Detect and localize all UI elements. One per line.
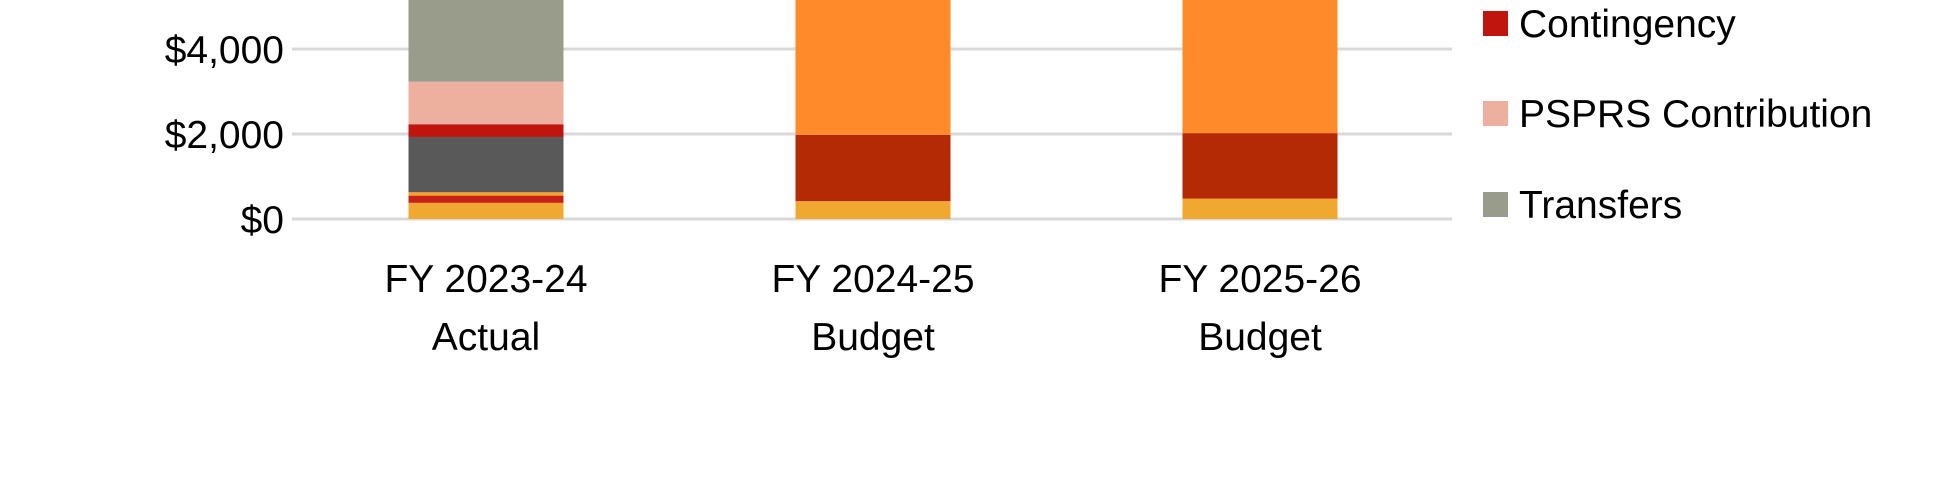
bar-segment-s1 bbox=[1182, 198, 1338, 219]
bar-segment-transfers bbox=[408, 0, 564, 82]
legend-label: PSPRS Contribution bbox=[1519, 93, 1872, 136]
x-category-label: Budget bbox=[811, 316, 935, 359]
x-axis-category-labels: FY 2023-24 Actual FY 2024-25 Budget FY 2025-… bbox=[384, 258, 1361, 359]
x-category-label: FY 2023-24 bbox=[384, 258, 587, 301]
bar-segment-s4 bbox=[408, 136, 564, 193]
x-category-label: FY 2025-26 bbox=[1158, 258, 1361, 301]
bar-segment-s1 bbox=[408, 202, 564, 219]
bar-segment-s3 bbox=[408, 192, 564, 196]
legend: Contingency PSPRS Contribution Transfers bbox=[1483, 3, 1872, 227]
y-axis-tick-labels: $0 $2,000 $4,000 bbox=[165, 29, 284, 242]
bar-segment-s1 bbox=[795, 201, 951, 219]
legend-swatch bbox=[1483, 11, 1508, 36]
bar-segment-s5 bbox=[1182, 133, 1338, 199]
legend-swatch bbox=[1483, 101, 1508, 126]
bar-segment-contingency bbox=[408, 124, 564, 137]
bar-segment-s5 bbox=[795, 134, 951, 202]
legend-label: Contingency bbox=[1519, 3, 1736, 46]
x-category-label: Budget bbox=[1198, 316, 1322, 359]
bar-segment-s2 bbox=[408, 195, 564, 203]
x-category-label: FY 2024-25 bbox=[771, 258, 974, 301]
bar-segment-s9 bbox=[795, 0, 951, 135]
x-category-label: Actual bbox=[432, 316, 540, 359]
bar-segment-s9 bbox=[1182, 0, 1338, 134]
bars bbox=[408, 0, 1338, 219]
y-tick-label: $0 bbox=[241, 199, 284, 242]
y-tick-label: $4,000 bbox=[165, 29, 284, 72]
legend-label: Transfers bbox=[1519, 184, 1682, 227]
legend-swatch bbox=[1483, 192, 1508, 217]
y-tick-label: $2,000 bbox=[165, 114, 284, 157]
bar-segment-psprs-contribution bbox=[408, 81, 564, 125]
